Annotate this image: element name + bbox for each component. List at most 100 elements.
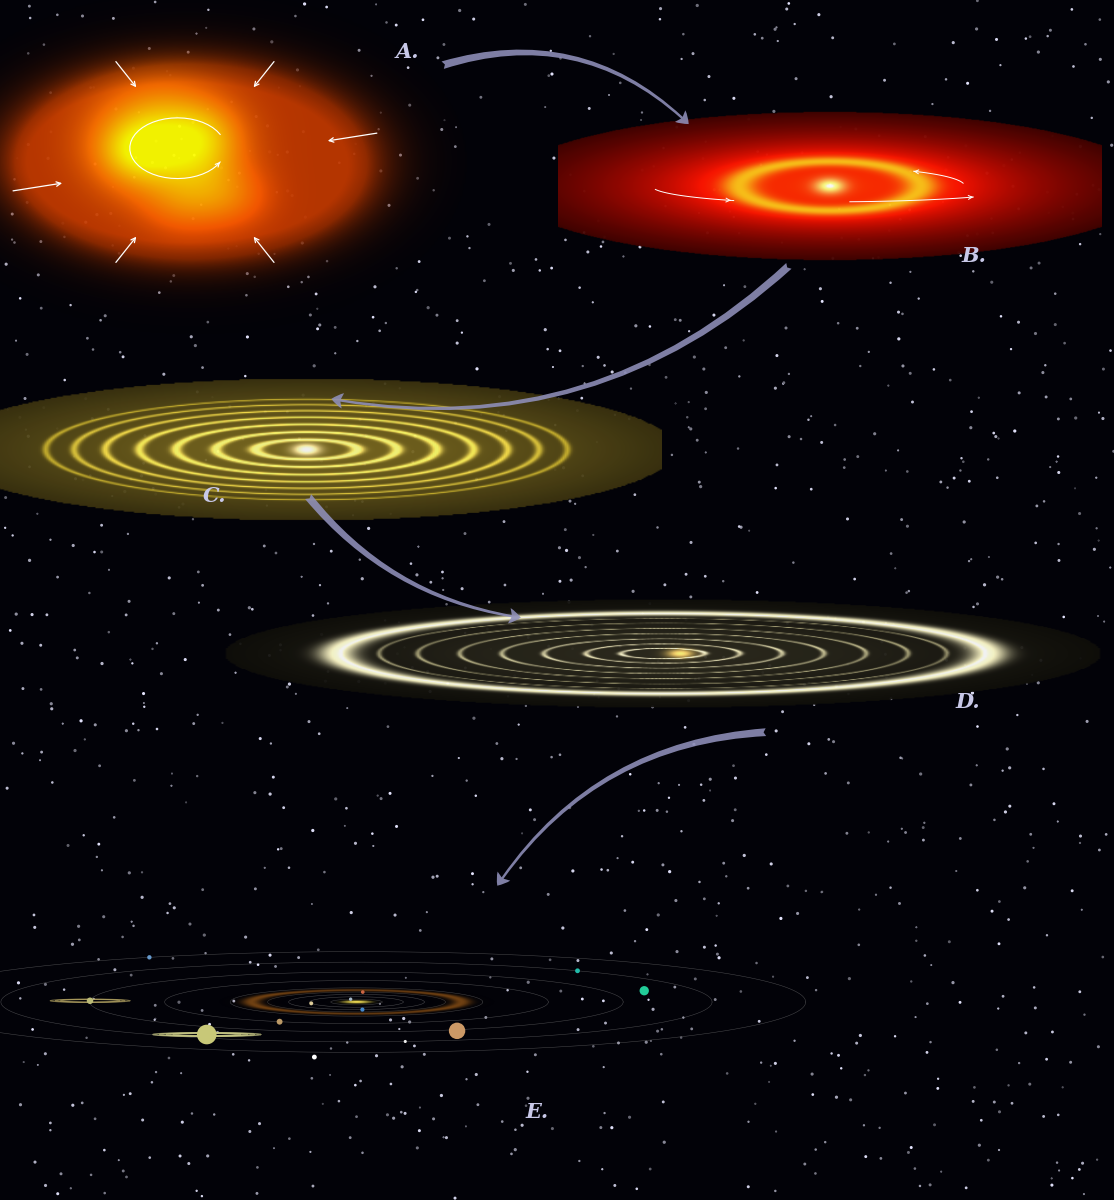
Point — [468, 469, 486, 488]
Point — [1043, 1169, 1061, 1188]
Point — [887, 559, 905, 578]
Point — [951, 992, 969, 1012]
Point — [434, 1128, 452, 1147]
Point — [994, 761, 1012, 780]
Point — [828, 677, 846, 696]
Point — [817, 764, 834, 784]
Point — [499, 980, 517, 1000]
Point — [390, 613, 408, 632]
Point — [1084, 175, 1102, 194]
Point — [944, 973, 961, 992]
Point — [746, 25, 764, 44]
Point — [56, 227, 74, 246]
Point — [709, 944, 726, 964]
Point — [3, 526, 21, 545]
Point — [483, 949, 501, 968]
Point — [179, 42, 197, 61]
Point — [886, 1027, 903, 1046]
Point — [988, 30, 1006, 49]
Point — [994, 986, 1012, 1006]
Point — [976, 575, 994, 594]
Point — [352, 1072, 370, 1091]
Point — [517, 696, 535, 715]
Point — [326, 318, 344, 337]
Point — [209, 442, 227, 461]
Point — [53, 214, 71, 233]
Point — [457, 1117, 475, 1136]
Point — [1051, 551, 1068, 570]
Point — [369, 786, 387, 805]
Point — [199, 0, 217, 19]
Point — [668, 942, 686, 961]
Point — [436, 35, 453, 54]
Point — [813, 292, 831, 311]
Point — [731, 517, 749, 536]
Point — [957, 1178, 975, 1198]
Point — [280, 858, 297, 877]
Point — [546, 415, 564, 434]
Point — [134, 888, 152, 907]
Point — [870, 126, 888, 145]
Point — [1009, 313, 1027, 332]
Point — [984, 223, 1001, 242]
Point — [258, 116, 276, 136]
Point — [851, 1026, 869, 1045]
Point — [267, 544, 285, 563]
Point — [405, 1037, 423, 1056]
Point — [477, 1008, 495, 1027]
Point — [302, 305, 320, 324]
Point — [66, 740, 84, 760]
Point — [527, 1045, 545, 1064]
Point — [848, 319, 866, 338]
Point — [350, 41, 368, 60]
Point — [6, 233, 23, 252]
Point — [153, 664, 170, 683]
Point — [338, 799, 355, 818]
Point — [29, 265, 47, 284]
Point — [655, 138, 673, 157]
Point — [822, 1044, 840, 1063]
Point — [968, 716, 986, 736]
Point — [1047, 452, 1065, 472]
Point — [569, 697, 587, 716]
Point — [456, 524, 473, 544]
Point — [49, 568, 67, 587]
Point — [428, 306, 446, 325]
Point — [364, 394, 382, 413]
Point — [634, 604, 652, 623]
Point — [165, 145, 183, 164]
Point — [811, 280, 829, 299]
Point — [382, 1074, 400, 1093]
Point — [735, 331, 753, 350]
Point — [551, 341, 569, 360]
Point — [779, 876, 797, 895]
Point — [968, 224, 986, 244]
Point — [807, 1140, 824, 1159]
Point — [221, 625, 238, 644]
Point — [736, 277, 754, 296]
Point — [1095, 360, 1113, 379]
Point — [68, 648, 86, 667]
Point — [1055, 607, 1073, 626]
Point — [926, 1115, 944, 1134]
Point — [560, 798, 578, 817]
Point — [106, 808, 124, 827]
Point — [59, 836, 77, 856]
Point — [731, 367, 749, 386]
Point — [663, 445, 681, 464]
Point — [973, 1111, 990, 1130]
Point — [62, 1178, 80, 1198]
Point — [193, 1187, 211, 1200]
Point — [899, 517, 917, 536]
Point — [1049, 463, 1067, 482]
Point — [377, 313, 394, 332]
Point — [488, 734, 506, 754]
Point — [326, 790, 344, 809]
Point — [544, 1118, 561, 1138]
Point — [881, 274, 899, 293]
Point — [839, 509, 857, 528]
Point — [257, 480, 275, 499]
Point — [697, 383, 715, 402]
Text: B.: B. — [961, 246, 986, 265]
Point — [876, 71, 893, 90]
